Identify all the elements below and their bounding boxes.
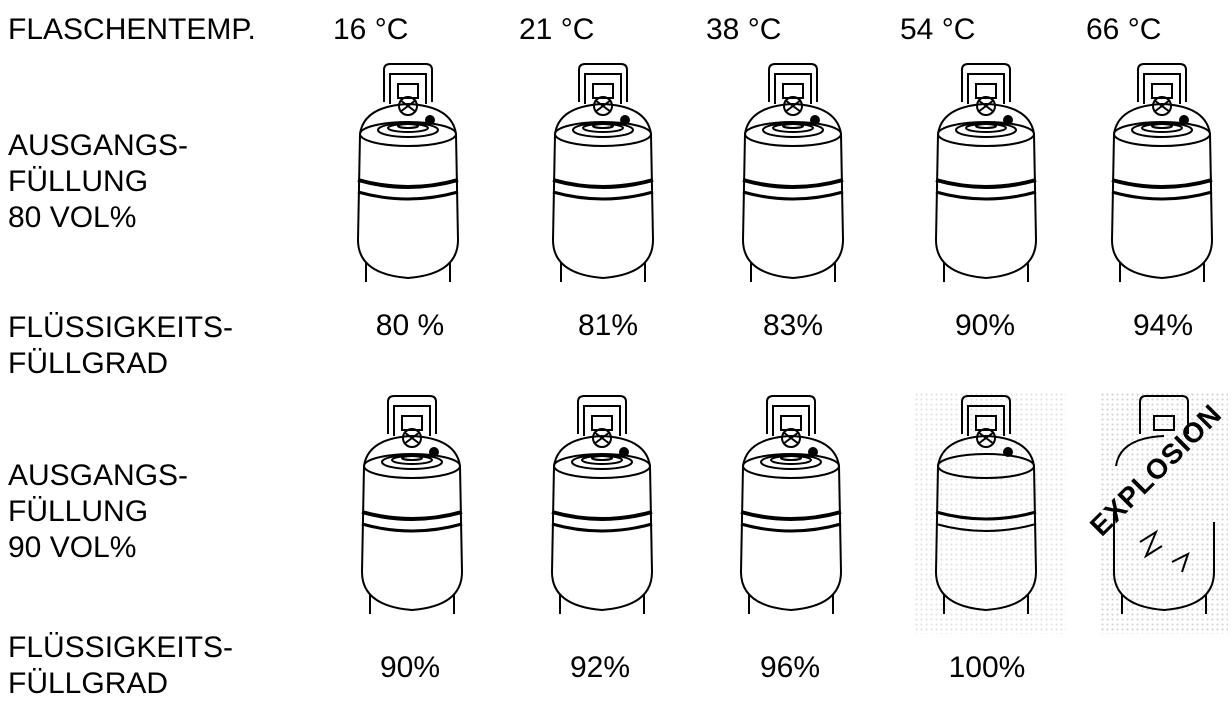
row2-level-21: 92% (569, 651, 631, 684)
row2-level-54: 100% (948, 651, 1026, 684)
row1-label-line2: FÜLLUNG (8, 165, 149, 198)
gas-cylinder-icon (541, 60, 665, 288)
gas-cylinder-icon (1100, 60, 1224, 288)
gas-cylinder-icon (924, 60, 1048, 288)
row1-level-16: 80 % (375, 309, 445, 342)
temperature-54: 54 °C (900, 13, 976, 46)
row1-label-line3: 80 VOL% (8, 201, 137, 234)
gas-cylinder-icon (540, 392, 664, 620)
row2-level-label-line1: FLÜSSIGKEITS- (8, 631, 234, 664)
row1-level-66: 94% (1132, 309, 1194, 342)
gas-cylinder-icon (731, 60, 855, 288)
row1-label-line1: AUSGANGS- (8, 129, 189, 162)
row2-level-label-line2: FÜLLGRAD (8, 667, 169, 700)
row1-level-38: 83% (762, 309, 824, 342)
row2-label-line1: AUSGANGS- (8, 459, 189, 492)
row2-label-line2: FÜLLUNG (8, 495, 149, 528)
row2-label-line3: 90 VOL% (8, 531, 137, 564)
gas-cylinder-icon (350, 392, 474, 620)
gas-cylinder-icon (729, 392, 853, 620)
gas-cylinder-icon (346, 60, 470, 288)
temperature-row-label: FLASCHENTEMP. (8, 13, 256, 46)
row1-level-label-line1: FLÜSSIGKEITS- (8, 311, 234, 344)
temperature-66: 66 °C (1086, 13, 1162, 46)
row1-level-label-line2: FÜLLGRAD (8, 347, 169, 380)
row2-level-16: 90% (379, 651, 441, 684)
row1-level-54: 90% (954, 309, 1016, 342)
row2-level-38: 96% (759, 651, 821, 684)
temperature-38: 38 °C (706, 13, 782, 46)
temperature-16: 16 °C (333, 13, 409, 46)
row1-level-21: 81% (577, 309, 639, 342)
gas-cylinder-icon (924, 392, 1048, 620)
temperature-21: 21 °C (519, 13, 595, 46)
